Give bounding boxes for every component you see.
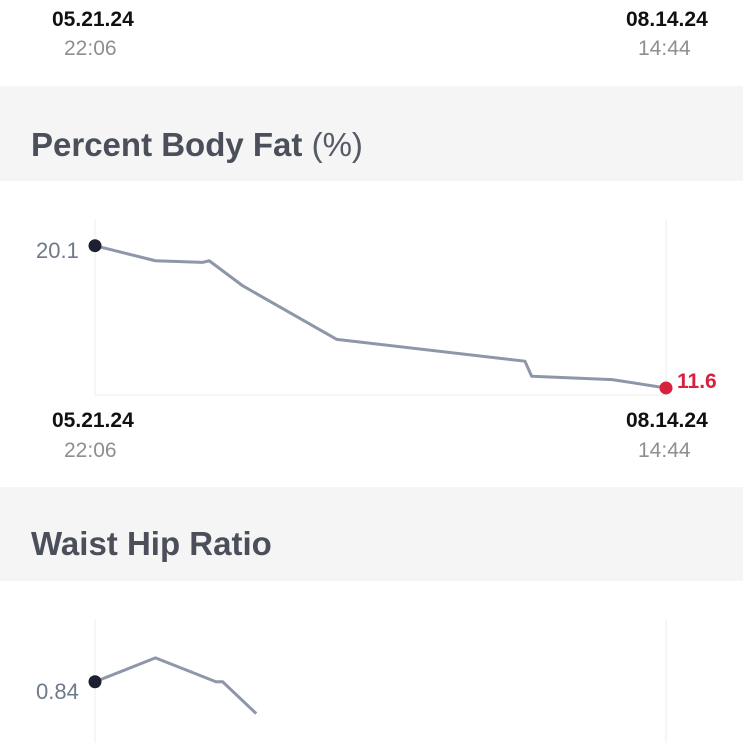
waist-hip-start-value: 0.84 bbox=[36, 679, 79, 704]
waist-hip-series-line bbox=[94, 656, 258, 715]
body-fat-title: Percent Body Fat (%) bbox=[31, 126, 363, 164]
body-fat-title-text: Percent Body Fat bbox=[31, 126, 303, 163]
body-fat-series-line bbox=[94, 244, 667, 390]
body-fat-end-point bbox=[659, 381, 673, 395]
waist-hip-chart-card[interactable]: 0.84 bbox=[0, 581, 743, 743]
body-fat-start-value: 20.1 bbox=[36, 238, 79, 263]
waist-hip-header: Waist Hip Ratio bbox=[0, 487, 743, 581]
body-fat-end-date: 08.14.24 bbox=[626, 409, 708, 432]
start-time-label: 22:06 bbox=[64, 37, 117, 60]
end-time-label: 14:44 bbox=[638, 37, 691, 60]
body-fat-start-time: 22:06 bbox=[64, 439, 117, 462]
waist-hip-start-point bbox=[88, 675, 102, 689]
body-fat-start-point bbox=[88, 239, 102, 253]
body-fat-end-value: 11.6 bbox=[677, 370, 717, 393]
body-fat-end-time: 14:44 bbox=[638, 439, 691, 462]
body-fat-chart bbox=[88, 219, 673, 396]
body-fat-start-date: 05.21.24 bbox=[52, 409, 134, 432]
top-chart-card: 05.21.24 22:06 08.14.24 14:44 bbox=[0, 0, 743, 86]
waist-hip-chart bbox=[88, 619, 667, 743]
body-fat-unit: (%) bbox=[311, 126, 363, 163]
body-fat-header: Percent Body Fat (%) bbox=[0, 86, 743, 181]
body-fat-chart-card[interactable]: 20.1 11.6 05.21.24 22:06 08.14.24 14:44 bbox=[0, 181, 743, 487]
start-date-label: 05.21.24 bbox=[52, 8, 134, 31]
waist-hip-title: Waist Hip Ratio bbox=[31, 525, 272, 562]
end-date-label: 08.14.24 bbox=[626, 8, 708, 31]
